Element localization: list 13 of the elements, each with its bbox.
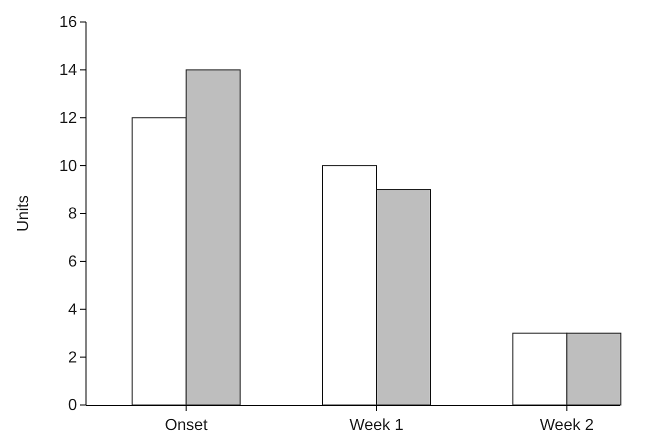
y-tick-label: 0 bbox=[68, 397, 78, 414]
y-tick-label: 10 bbox=[59, 158, 78, 175]
y-tick-label: 4 bbox=[68, 301, 78, 318]
y-axis-title: Units bbox=[15, 195, 32, 232]
x-tick-label: Onset bbox=[164, 417, 208, 433]
y-tick-label: 16 bbox=[59, 14, 78, 32]
x-tick-label: Week 2 bbox=[540, 417, 594, 433]
y-tick-label: 12 bbox=[59, 110, 78, 127]
y-tick-label: 2 bbox=[68, 349, 78, 366]
y-tick-label: 6 bbox=[68, 253, 78, 270]
y-tick-label: 8 bbox=[68, 206, 78, 223]
x-tick-label: Week 1 bbox=[350, 417, 404, 433]
y-tick-label: 14 bbox=[59, 62, 78, 79]
